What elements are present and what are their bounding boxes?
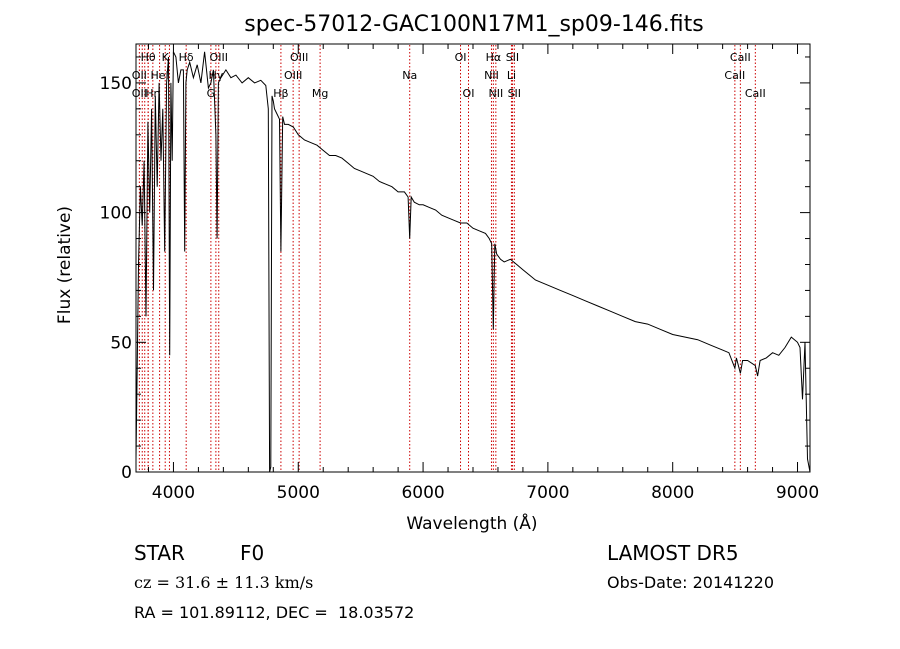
line-label: CaII [730, 51, 751, 64]
line-label: G [207, 87, 216, 100]
y-axis-label: Flux (relative) [55, 206, 75, 324]
plot-frame [135, 43, 811, 473]
line-label: CaII [745, 87, 766, 100]
line-label: OIII [290, 51, 308, 64]
obs-date: Obs-Date: 20141220 [607, 573, 775, 592]
x-tick-label: 4000 [152, 483, 195, 503]
x-tick-label: 5000 [277, 483, 320, 503]
survey-label: LAMOST DR5 [607, 541, 739, 565]
x-tick-label: 7000 [526, 483, 569, 503]
line-label: CaII [724, 69, 745, 82]
subclass-label: F0 [240, 541, 265, 565]
y-tick-label: 0 [121, 463, 132, 483]
line-label: OIII [284, 69, 302, 82]
x-tick-label: 9000 [776, 483, 819, 503]
line-label: Na [402, 69, 417, 82]
line-label: HeI [150, 69, 168, 82]
line-label: OII [132, 69, 147, 82]
line-label: Hβ [273, 87, 288, 100]
line-label: Li [507, 69, 516, 82]
coordinates: RA = 101.89112, DEC = 18.03572 [134, 603, 415, 622]
x-tick-label: 8000 [651, 483, 694, 503]
x-tick-label: 6000 [401, 483, 444, 503]
y-tick-label: 100 [100, 204, 132, 224]
line-label: Hδ [179, 51, 194, 64]
line-label: OI [463, 87, 475, 100]
line-label: Mg [312, 87, 328, 100]
line-label: NII [484, 69, 499, 82]
y-tick-label: 150 [100, 74, 132, 94]
y-tick-label: 50 [110, 333, 132, 353]
line-label: K [162, 51, 170, 64]
y-axis-ticks: 0 50 100 150 [100, 56, 810, 483]
spectrum-line [135, 51, 811, 473]
line-label: Hη [145, 87, 160, 100]
line-label: OI [455, 51, 467, 64]
line-label: Hθ [141, 51, 156, 64]
line-label: Hα [486, 51, 502, 64]
line-label: NII [488, 87, 503, 100]
emission-line-markers [138, 45, 756, 471]
line-label: OIII [210, 51, 228, 64]
line-label: Hγ [208, 69, 223, 82]
line-label: SII [508, 87, 521, 100]
chart-title: spec-57012-GAC100N17M1_sp09-146.fits [244, 12, 704, 37]
redshift-text: cz = 31.6 ± 11.3 km/s [134, 573, 314, 592]
x-axis-label: Wavelength (Å) [406, 512, 537, 534]
x-axis-ticks: 4000 5000 6000 7000 8000 9000 [147, 44, 819, 503]
class-label: STAR [134, 541, 185, 565]
line-label: SII [506, 51, 519, 64]
